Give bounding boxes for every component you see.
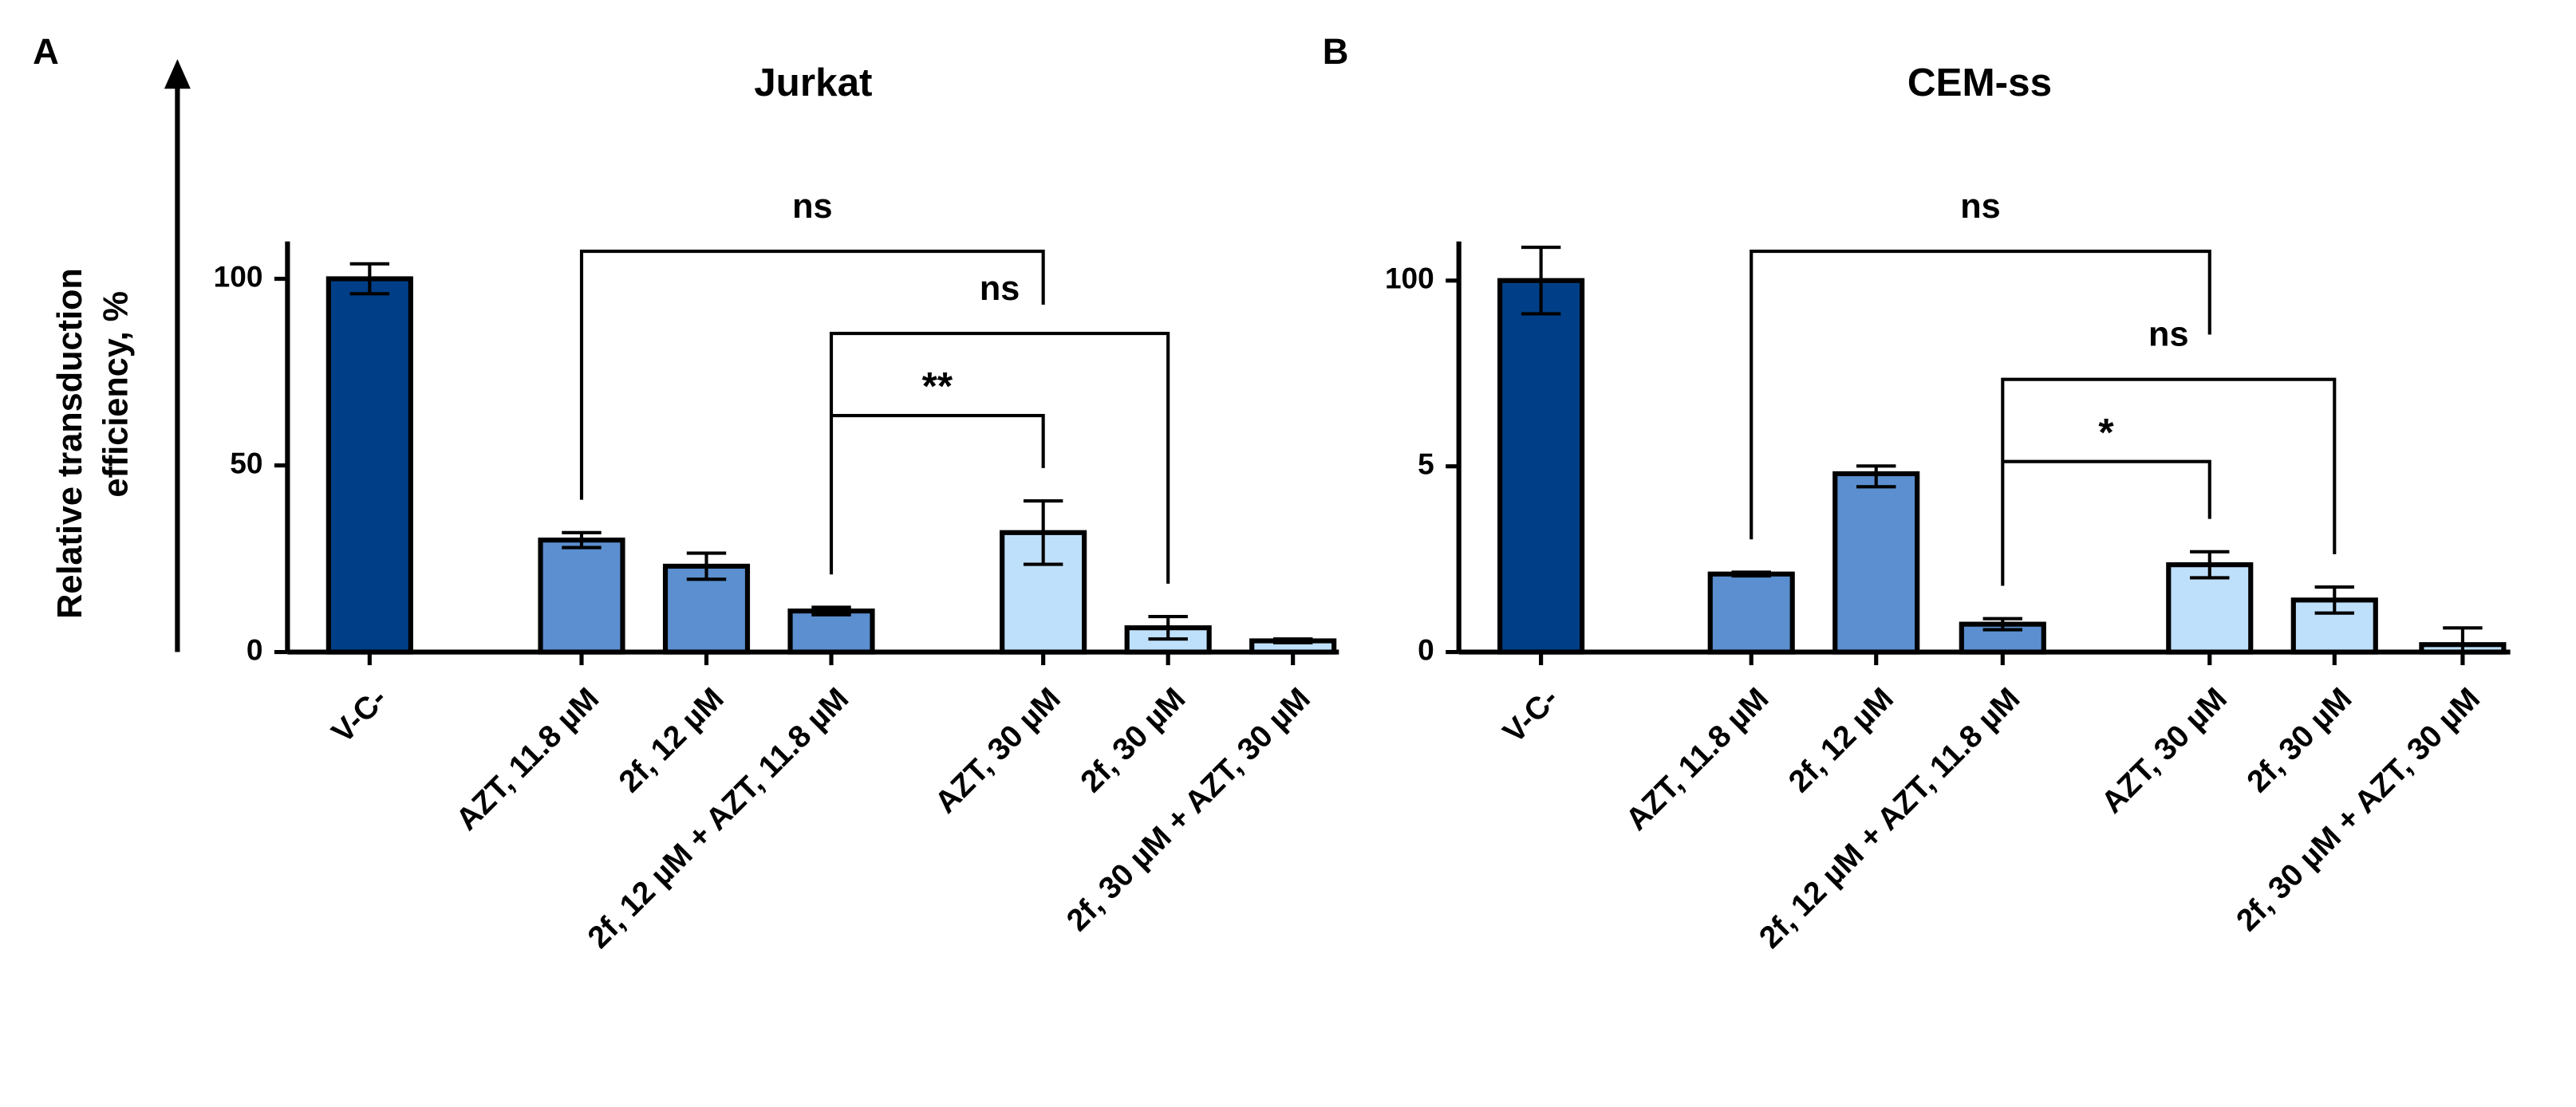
bar [787, 608, 875, 655]
significance-label: * [2098, 411, 2114, 455]
x-tick-label: V-C- [1497, 681, 1565, 750]
bar [1832, 471, 1920, 655]
y-tick-label: 0 [1418, 632, 1434, 666]
significance-label: ns [2148, 316, 2188, 354]
x-tick-label: AZT, 30 µM [2095, 681, 2234, 820]
x-tick-label: 2f, 30 µM + AZT, 30 µM [2230, 681, 2487, 938]
chart-title: CEM-ss [1907, 61, 2052, 104]
chart-title: Jurkat [754, 61, 872, 104]
x-tick-label: 2f, 12 µM [1782, 681, 1900, 799]
x-tick-label: 2f, 12 µM + AZT, 11.8 µM [582, 681, 855, 955]
significance-label: ** [922, 364, 953, 408]
y-tick-label: 100 [214, 259, 263, 293]
x-tick-label: AZT, 11.8 µM [450, 681, 606, 837]
x-tick-label: 2f, 30 µM [1075, 681, 1193, 799]
y-tick-label: 0 [247, 632, 263, 666]
significance-bracket [2002, 459, 2211, 519]
significance-label: ns [1960, 187, 2000, 226]
significance-label: ns [792, 187, 832, 226]
significance-bracket [2001, 377, 2337, 586]
y-tick-label: 50 [230, 446, 262, 479]
panel-label: B [1323, 31, 1349, 72]
x-tick-label: 2f, 12 µM [613, 681, 731, 799]
y-tick-label: 5 [1418, 447, 1434, 480]
x-tick-label: AZT, 11.8 µM [1619, 681, 1775, 837]
y-axis-label: Relative transduction [51, 268, 89, 619]
arrow-head [164, 59, 191, 89]
x-tick-label: AZT, 30 µM [929, 681, 1067, 820]
significance-bracket [1750, 250, 2211, 540]
significance-bracket [829, 331, 1170, 584]
x-tick-label: 2f, 12 µM + AZT, 11.8 µM [1753, 681, 2026, 955]
x-tick-label: 2f, 30 µM [2241, 681, 2359, 799]
y-tick-label: 100 [1385, 262, 1434, 295]
x-tick-label: 2f, 30 µM + AZT, 30 µM [1060, 681, 1317, 938]
bar [1707, 571, 1795, 655]
bar [538, 538, 625, 655]
panel-label: A [33, 31, 59, 72]
significance-label: ns [980, 270, 1020, 308]
significance-bracket [579, 250, 1045, 500]
x-tick-label: V-C- [325, 681, 394, 750]
bar [325, 276, 413, 655]
y-axis-label: efficiency, % [97, 291, 136, 498]
significance-bracket [831, 413, 1045, 468]
bar [1497, 278, 1585, 655]
